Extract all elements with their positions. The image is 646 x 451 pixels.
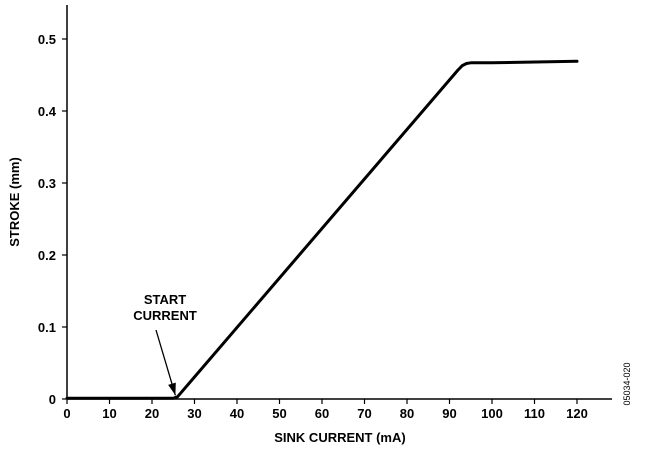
annotation-start-current-line-1: CURRENT <box>133 308 197 323</box>
x-tick-label-20: 20 <box>145 406 159 421</box>
y-tick-label-4: 0.4 <box>38 104 57 119</box>
x-tick-label-100: 100 <box>481 406 503 421</box>
x-tick-label-90: 90 <box>442 406 456 421</box>
x-tick-label-110: 110 <box>524 406 545 421</box>
x-tick-label-0: 0 <box>63 406 70 421</box>
y-tick-label-0: 0 <box>49 392 56 407</box>
figure-id: 05034-020 <box>622 362 632 405</box>
y-axis-title: STROKE (mm) <box>7 157 22 247</box>
x-tick-label-70: 70 <box>357 406 371 421</box>
x-tick-label-60: 60 <box>315 406 329 421</box>
annotation-arrow-head <box>168 382 176 396</box>
x-tick-label-120: 120 <box>566 406 588 421</box>
series-line-0 <box>65 59 579 400</box>
x-tick-label-80: 80 <box>400 406 414 421</box>
x-tick-label-40: 40 <box>230 406 244 421</box>
y-tick-label-3: 0.3 <box>38 176 56 191</box>
y-tick-label-1: 0.1 <box>38 320 56 335</box>
axes <box>66 5 612 400</box>
plot-area <box>65 59 579 400</box>
y-tick-label-2: 0.2 <box>38 248 56 263</box>
annotation-start-current-line-0: START <box>144 292 186 307</box>
x-tick-label-30: 30 <box>187 406 201 421</box>
x-axis-title: SINK CURRENT (mA) <box>274 430 405 445</box>
y-tick-label-5: 0.5 <box>38 32 56 47</box>
x-tick-label-10: 10 <box>102 406 116 421</box>
x-tick-label-50: 50 <box>272 406 286 421</box>
y-ticks: 0 0.1 0.2 0.3 0.4 0.5 <box>38 32 67 407</box>
x-ticks: 0 10 20 30 40 50 60 70 80 90 100 110 120 <box>63 399 588 421</box>
